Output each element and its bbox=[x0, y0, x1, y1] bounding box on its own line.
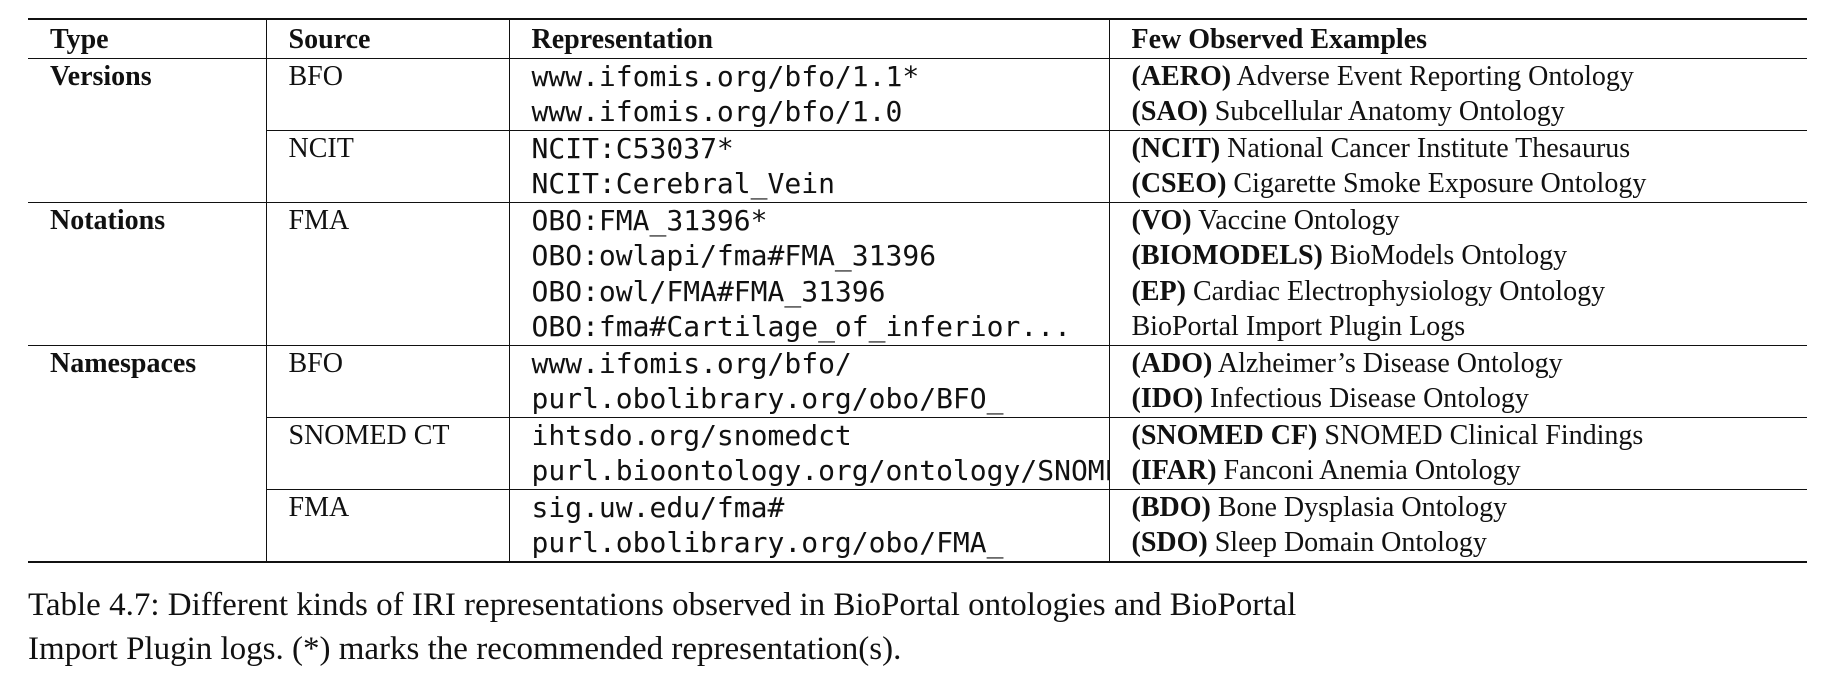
source-cell: BFO bbox=[265, 344, 509, 417]
representation-iri: OBO:owlapi/fma#FMA_31396 bbox=[531, 239, 937, 272]
example-abbreviation: (BDO) bbox=[1131, 491, 1211, 523]
representation-iri: www.ifomis.org/bfo/1.0 bbox=[531, 95, 903, 128]
example-ontology-name: Sleep Domain Ontology bbox=[1214, 527, 1487, 558]
representation-cell: www.ifomis.org/bfo/purl.obolibrary.org/o… bbox=[508, 344, 1109, 417]
example-ontology-name: Bone Dysplasia Ontology bbox=[1217, 491, 1508, 523]
source-cell: SNOMED CT bbox=[265, 416, 509, 489]
example-entry: (BDO) Bone Dysplasia Ontology bbox=[1131, 490, 1808, 525]
example-entry: (SAO) Subcellular Anatomy Ontology bbox=[1132, 94, 1808, 130]
example-entry: (VO) Vaccine Ontology bbox=[1131, 203, 1808, 238]
example-ontology-name: Cigarette Smoke Exposure Ontology bbox=[1233, 168, 1647, 199]
example-entry: BioPortal Import Plugin Logs bbox=[1132, 309, 1808, 345]
representation-cell: ihtsdo.org/snomedct purl.bioontology.org/… bbox=[508, 416, 1110, 489]
type-cell: Namespaces bbox=[28, 344, 266, 562]
example-ontology-name: Infectious Disease Ontology bbox=[1210, 383, 1529, 414]
source-cell: FMA bbox=[265, 201, 509, 345]
representation-cell: sig.uw.edu/fma# purl.obolibrary.org/obo/F… bbox=[508, 488, 1109, 562]
type-cell: Notations bbox=[28, 201, 266, 345]
example-ontology-name: Subcellular Anatomy Ontology bbox=[1214, 96, 1565, 127]
iri-table-container: Type Source Representation Few Observed … bbox=[28, 18, 1808, 563]
table-row: FMA sig.uw.edu/fma# purl.obolibrary.org/ob… bbox=[28, 488, 1808, 562]
example-abbreviation: (IDO) bbox=[1131, 383, 1204, 414]
table-caption: Table 4.7: Different kinds of IRI repres… bbox=[28, 583, 1728, 671]
table-header-row: Type Source Representation Few Observed … bbox=[28, 19, 1807, 59]
table-body: Versions BFO www.ifomis.org/bfo/1.1* www.if… bbox=[28, 57, 1808, 562]
representation-iri: OBO:owl/FMA#FMA_31396 bbox=[531, 274, 886, 308]
example-entry: (SNOMED CF) SNOMED Clinical Findings bbox=[1131, 418, 1808, 453]
type-cell: Versions bbox=[28, 57, 266, 202]
examples-cell: (NCIT) National Cancer Institute Thesaur… bbox=[1108, 129, 1808, 202]
example-ontology-name: Cardiac Electrophysiology Ontology bbox=[1192, 275, 1606, 307]
example-abbreviation: (VO) bbox=[1131, 204, 1192, 236]
representation-iri: purl.bioontology.org/ontology/SNOMEDCT bbox=[531, 454, 1110, 487]
example-abbreviation: (BIOMODELS) bbox=[1131, 240, 1323, 271]
example-entry: (ADO) Alzheimer’s Disease Ontology bbox=[1131, 346, 1808, 381]
example-ontology-name: SNOMED Clinical Findings bbox=[1324, 419, 1644, 451]
source-cell: BFO bbox=[265, 57, 509, 130]
table-row: Namespaces BFO www.ifomis.org/bfo/purl.obo… bbox=[28, 344, 1808, 562]
example-abbreviation: (ADO) bbox=[1131, 347, 1213, 379]
example-entry: (IDO) Infectious Disease Ontology bbox=[1132, 381, 1808, 417]
example-abbreviation: (AERO) bbox=[1131, 60, 1232, 92]
examples-cell: (ADO) Alzheimer’s Disease Ontology (IDO) … bbox=[1108, 344, 1808, 417]
example-entry: (BIOMODELS) BioModels Ontology bbox=[1132, 238, 1808, 274]
caption-line-2: Import Plugin logs. (*) marks the recomm… bbox=[28, 631, 902, 667]
example-ontology-name: Adverse Event Reporting Ontology bbox=[1236, 60, 1634, 92]
example-ontology-name: BioModels Ontology bbox=[1329, 240, 1568, 271]
example-abbreviation: (EP) bbox=[1131, 275, 1186, 307]
header-type: Type bbox=[28, 19, 266, 59]
example-entry: (CSEO) Cigarette Smoke Exposure Ontology bbox=[1132, 166, 1808, 202]
table-row: Versions BFO www.ifomis.org/bfo/1.1* www.if… bbox=[28, 57, 1808, 202]
representation-iri: www.ifomis.org/bfo/1.1* bbox=[531, 59, 920, 93]
example-abbreviation: (CSEO) bbox=[1131, 168, 1227, 199]
header-representation: Representation bbox=[508, 19, 1109, 59]
representation-cell: www.ifomis.org/bfo/1.1* www.ifomis.org/bf… bbox=[508, 57, 1109, 130]
example-abbreviation: (SDO) bbox=[1131, 527, 1208, 558]
header-examples: Few Observed Examples bbox=[1108, 19, 1807, 59]
representation-iri: NCIT:Cerebral_Vein bbox=[531, 167, 835, 200]
examples-cell: (SNOMED CF) SNOMED Clinical Findings (IFA… bbox=[1108, 416, 1808, 489]
examples-cell: (BDO) Bone Dysplasia Ontology (SDO) Sleep… bbox=[1108, 488, 1808, 562]
table-row: Notations FMA OBO:FMA_31396* OBO:owlapi/fma… bbox=[28, 201, 1808, 345]
example-entry: (EP) Cardiac Electrophysiology Ontology bbox=[1132, 274, 1808, 310]
example-ontology-name: Vaccine Ontology bbox=[1198, 204, 1400, 236]
representation-iri: purl.obolibrary.org/obo/BFO_ bbox=[531, 382, 1004, 415]
example-ontology-name: Alzheimer’s Disease Ontology bbox=[1217, 347, 1563, 379]
examples-cell: (VO) Vaccine Ontology (BIOMODELS) BioMode… bbox=[1108, 201, 1808, 345]
representation-iri: ihtsdo.org/snomedct bbox=[531, 418, 852, 452]
representation-iri: OBO:fma#Cartilage_of_inferior... bbox=[531, 310, 1071, 343]
example-entry: (IFAR) Fanconi Anemia Ontology bbox=[1132, 453, 1808, 489]
header-source: Source bbox=[265, 19, 509, 59]
example-abbreviation: (NCIT) bbox=[1131, 132, 1221, 164]
example-abbreviation: (SAO) bbox=[1131, 96, 1208, 127]
example-ontology-name: National Cancer Institute Thesaurus bbox=[1227, 132, 1631, 164]
representation-cell: OBO:FMA_31396* OBO:owlapi/fma#FMA_31396 OB… bbox=[508, 201, 1109, 345]
iri-representation-table: Type Source Representation Few Observed … bbox=[28, 18, 1807, 563]
example-abbreviation: (SNOMED CF) bbox=[1131, 419, 1318, 451]
example-entry: (NCIT) National Cancer Institute Thesaur… bbox=[1131, 131, 1808, 166]
example-entry: (SDO) Sleep Domain Ontology bbox=[1132, 525, 1808, 561]
representation-iri: purl.obolibrary.org/obo/FMA_ bbox=[531, 526, 1004, 559]
table-row: SNOMED CT ihtsdo.org/snomedct purl.bioonto… bbox=[28, 416, 1808, 489]
example-ontology-name: Fanconi Anemia Ontology bbox=[1223, 455, 1521, 486]
example-abbreviation: (IFAR) bbox=[1131, 455, 1217, 486]
representation-iri: NCIT:C53037* bbox=[531, 131, 734, 165]
examples-cell: (AERO) Adverse Event Reporting Ontology(… bbox=[1108, 57, 1808, 130]
table-row: NCIT NCIT:C53037* NCIT:Cerebral_Vein (NCIT)… bbox=[28, 129, 1808, 202]
source-cell: NCIT bbox=[265, 129, 509, 202]
example-entry: (AERO) Adverse Event Reporting Ontology bbox=[1131, 59, 1808, 94]
representation-cell: NCIT:C53037* NCIT:Cerebral_Vein bbox=[508, 129, 1109, 202]
representation-iri: sig.uw.edu/fma# bbox=[531, 490, 785, 524]
source-cell: FMA bbox=[265, 488, 509, 562]
example-ontology-name: BioPortal Import Plugin Logs bbox=[1131, 311, 1466, 342]
representation-iri: OBO:FMA_31396* bbox=[531, 203, 768, 237]
caption-line-1: Table 4.7: Different kinds of IRI repres… bbox=[28, 587, 1297, 623]
representation-iri: www.ifomis.org/bfo/ bbox=[531, 346, 852, 380]
